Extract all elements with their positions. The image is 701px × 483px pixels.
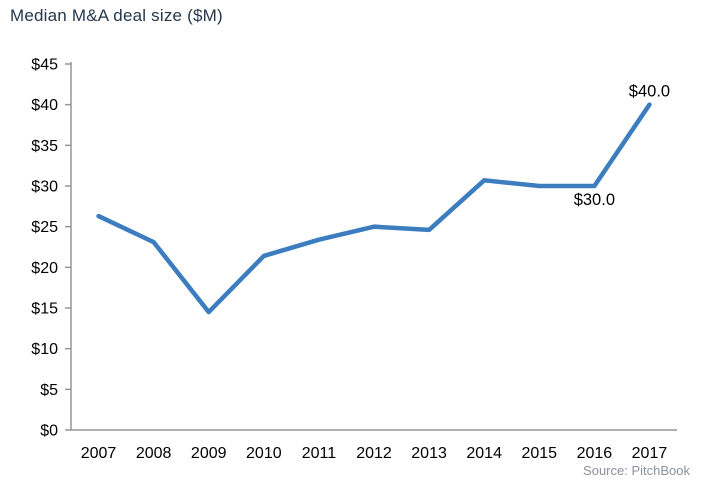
x-axis-tick-label: 2008: [136, 445, 172, 462]
x-axis-tick-label: 2016: [577, 445, 613, 462]
x-axis-tick-label: 2011: [302, 445, 337, 462]
x-axis-tick-label: 2013: [411, 445, 447, 462]
data-label: $40.0: [629, 83, 670, 101]
y-axis-tick-label: $5: [40, 382, 58, 399]
x-axis-tick-label: 2007: [81, 445, 117, 462]
x-axis-tick-label: 2015: [521, 445, 557, 462]
x-axis-tick-label: 2014: [466, 445, 502, 462]
source-label: Source: PitchBook: [583, 463, 690, 478]
y-axis-tick-label: $30: [31, 179, 58, 196]
y-axis-tick-label: $25: [31, 219, 58, 236]
x-axis-tick-label: 2017: [632, 445, 668, 462]
data-line: [96, 102, 652, 315]
y-axis-tick-label: $15: [31, 301, 58, 318]
y-axis-tick-label: $10: [31, 341, 58, 358]
y-axis-tick-label: $45: [31, 57, 58, 74]
x-axis-tick-label: 2009: [191, 445, 227, 462]
data-label: $30.0: [574, 191, 615, 209]
y-axis-tick-label: $20: [31, 260, 58, 277]
y-axis-tick-label: $35: [31, 138, 58, 155]
x-axis-tick-label: 2012: [356, 445, 392, 462]
chart-title: Median M&A deal size ($M): [10, 6, 223, 25]
x-axis-tick-label: 2010: [246, 445, 282, 462]
y-axis-tick-label: $0: [40, 423, 58, 440]
y-axis-tick-label: $40: [31, 97, 58, 114]
